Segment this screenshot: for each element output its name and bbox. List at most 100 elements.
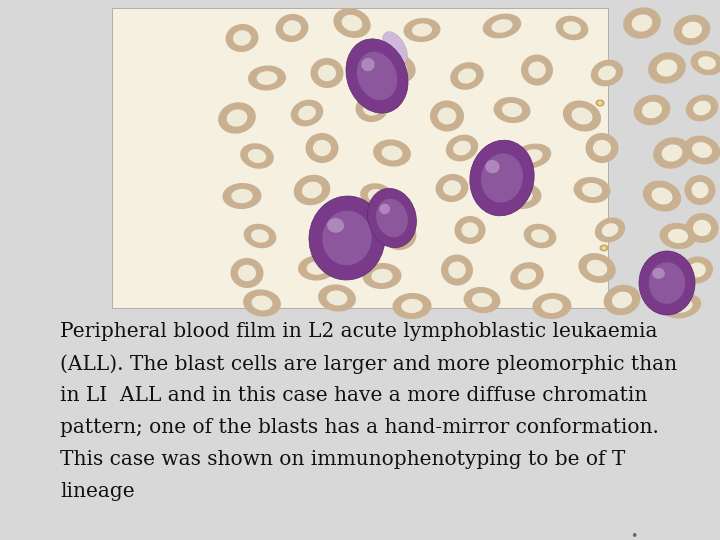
Ellipse shape [256, 71, 277, 85]
Ellipse shape [523, 224, 557, 248]
Ellipse shape [231, 189, 253, 203]
Ellipse shape [323, 211, 372, 265]
Ellipse shape [363, 100, 381, 116]
Ellipse shape [243, 224, 276, 248]
Ellipse shape [648, 52, 686, 84]
Ellipse shape [682, 22, 702, 38]
Ellipse shape [387, 60, 408, 76]
Ellipse shape [563, 21, 581, 35]
Ellipse shape [327, 291, 348, 306]
Ellipse shape [556, 16, 588, 40]
Ellipse shape [376, 199, 408, 237]
Ellipse shape [462, 222, 479, 238]
Ellipse shape [582, 183, 602, 197]
Ellipse shape [315, 218, 345, 242]
Text: in LI  ALL and in this case have a more diffuse chromatin: in LI ALL and in this case have a more d… [60, 386, 647, 405]
Ellipse shape [660, 223, 696, 249]
Ellipse shape [309, 196, 385, 280]
Ellipse shape [690, 51, 720, 75]
Ellipse shape [674, 15, 711, 45]
Ellipse shape [639, 251, 695, 315]
Ellipse shape [692, 142, 712, 158]
Ellipse shape [598, 101, 603, 105]
Ellipse shape [453, 140, 471, 156]
Ellipse shape [322, 223, 338, 237]
Ellipse shape [493, 97, 531, 123]
Ellipse shape [600, 245, 608, 252]
Ellipse shape [403, 18, 441, 42]
Ellipse shape [233, 30, 251, 46]
Bar [112, 8, 608, 308]
Ellipse shape [356, 94, 389, 122]
Ellipse shape [521, 55, 553, 85]
Ellipse shape [578, 253, 616, 283]
Ellipse shape [391, 228, 409, 244]
Ellipse shape [585, 133, 618, 163]
Ellipse shape [672, 299, 693, 313]
Ellipse shape [372, 269, 392, 283]
Ellipse shape [368, 189, 386, 203]
Text: (ALL). The blast cells are larger and more pleomorphic than: (ALL). The blast cells are larger and mo… [60, 354, 677, 374]
Ellipse shape [382, 145, 402, 160]
Ellipse shape [230, 258, 264, 288]
Ellipse shape [251, 230, 269, 242]
Ellipse shape [563, 100, 601, 131]
Ellipse shape [598, 66, 616, 80]
Ellipse shape [528, 62, 546, 78]
Ellipse shape [251, 295, 272, 310]
Ellipse shape [298, 255, 336, 280]
Ellipse shape [443, 180, 461, 195]
Ellipse shape [346, 39, 408, 113]
Ellipse shape [342, 15, 362, 31]
Ellipse shape [688, 262, 706, 278]
Ellipse shape [685, 175, 716, 205]
Ellipse shape [430, 100, 464, 132]
Ellipse shape [384, 222, 416, 250]
Ellipse shape [518, 268, 536, 284]
Ellipse shape [685, 213, 719, 243]
Ellipse shape [276, 14, 308, 42]
Ellipse shape [218, 102, 256, 134]
Ellipse shape [693, 220, 711, 237]
Ellipse shape [367, 188, 416, 248]
Ellipse shape [441, 254, 473, 286]
Ellipse shape [361, 58, 374, 71]
Ellipse shape [663, 294, 701, 319]
Text: •: • [630, 530, 637, 540]
Ellipse shape [593, 140, 611, 156]
Ellipse shape [464, 287, 500, 313]
Ellipse shape [305, 133, 338, 163]
Text: Peripheral blood film in L2 acute lymphoblastic leukaemia: Peripheral blood film in L2 acute lympho… [60, 322, 657, 341]
Ellipse shape [392, 293, 431, 319]
Ellipse shape [503, 183, 541, 209]
Ellipse shape [693, 100, 711, 116]
Ellipse shape [401, 299, 423, 313]
Ellipse shape [603, 285, 640, 315]
Ellipse shape [511, 189, 533, 203]
Ellipse shape [595, 218, 625, 242]
Ellipse shape [283, 21, 301, 36]
Ellipse shape [291, 99, 323, 126]
Text: lineage: lineage [60, 482, 135, 501]
Ellipse shape [647, 264, 681, 288]
Ellipse shape [572, 107, 593, 125]
Ellipse shape [684, 136, 720, 164]
Ellipse shape [587, 260, 607, 276]
Ellipse shape [360, 183, 394, 209]
Ellipse shape [357, 52, 397, 100]
Ellipse shape [686, 94, 718, 122]
Ellipse shape [412, 23, 432, 37]
Ellipse shape [318, 285, 356, 312]
Ellipse shape [643, 180, 681, 212]
Ellipse shape [470, 140, 534, 216]
Ellipse shape [449, 261, 466, 279]
Ellipse shape [698, 56, 716, 70]
Ellipse shape [521, 149, 543, 163]
Ellipse shape [652, 268, 665, 279]
Ellipse shape [624, 8, 661, 39]
Ellipse shape [652, 187, 672, 205]
Ellipse shape [591, 59, 624, 86]
Ellipse shape [691, 182, 708, 198]
Ellipse shape [612, 292, 632, 308]
Ellipse shape [446, 134, 478, 161]
